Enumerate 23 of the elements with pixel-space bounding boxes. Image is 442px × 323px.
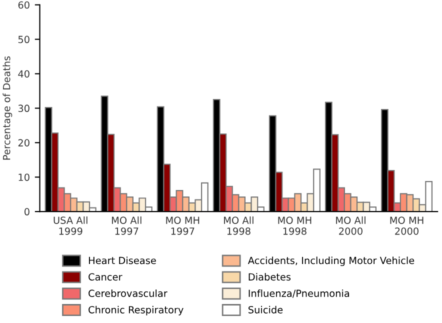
legend-label: Influenza/Pneumonia — [248, 289, 350, 298]
x-tick-label: USA All 1999 — [54, 216, 88, 235]
x-tick-label: MO All 1997 — [112, 216, 142, 235]
y-axis-title: Percentage of Deaths — [2, 56, 12, 160]
x-tick-label: MO MH 2000 — [390, 216, 424, 235]
legend-label: Accidents, Including Motor Vehicle — [248, 256, 414, 266]
y-tick-label: 50 — [18, 36, 30, 44]
y-tick-label: 20 — [18, 139, 30, 146]
y-tick-label: 0 — [24, 208, 30, 216]
y-tick-label: 30 — [18, 104, 30, 112]
x-tick-label: MO MH 1998 — [278, 216, 312, 235]
y-tick-label: 60 — [18, 1, 30, 9]
legend-label: Heart Disease — [88, 256, 156, 264]
x-tick-label: MO MH 1997 — [166, 216, 200, 235]
legend-label: Cancer — [88, 273, 122, 281]
legend-label: Diabetes — [248, 273, 291, 281]
legend-label: Suicide — [248, 306, 283, 314]
x-tick-label: MO All 2000 — [336, 216, 366, 235]
y-tick-label: 40 — [18, 70, 30, 78]
legend-label: Cerebrovascular — [88, 289, 168, 298]
legend-label: Chronic Respiratory — [88, 306, 184, 316]
x-tick-label: MO All 1998 — [224, 216, 254, 235]
y-tick-label: 10 — [18, 174, 30, 181]
